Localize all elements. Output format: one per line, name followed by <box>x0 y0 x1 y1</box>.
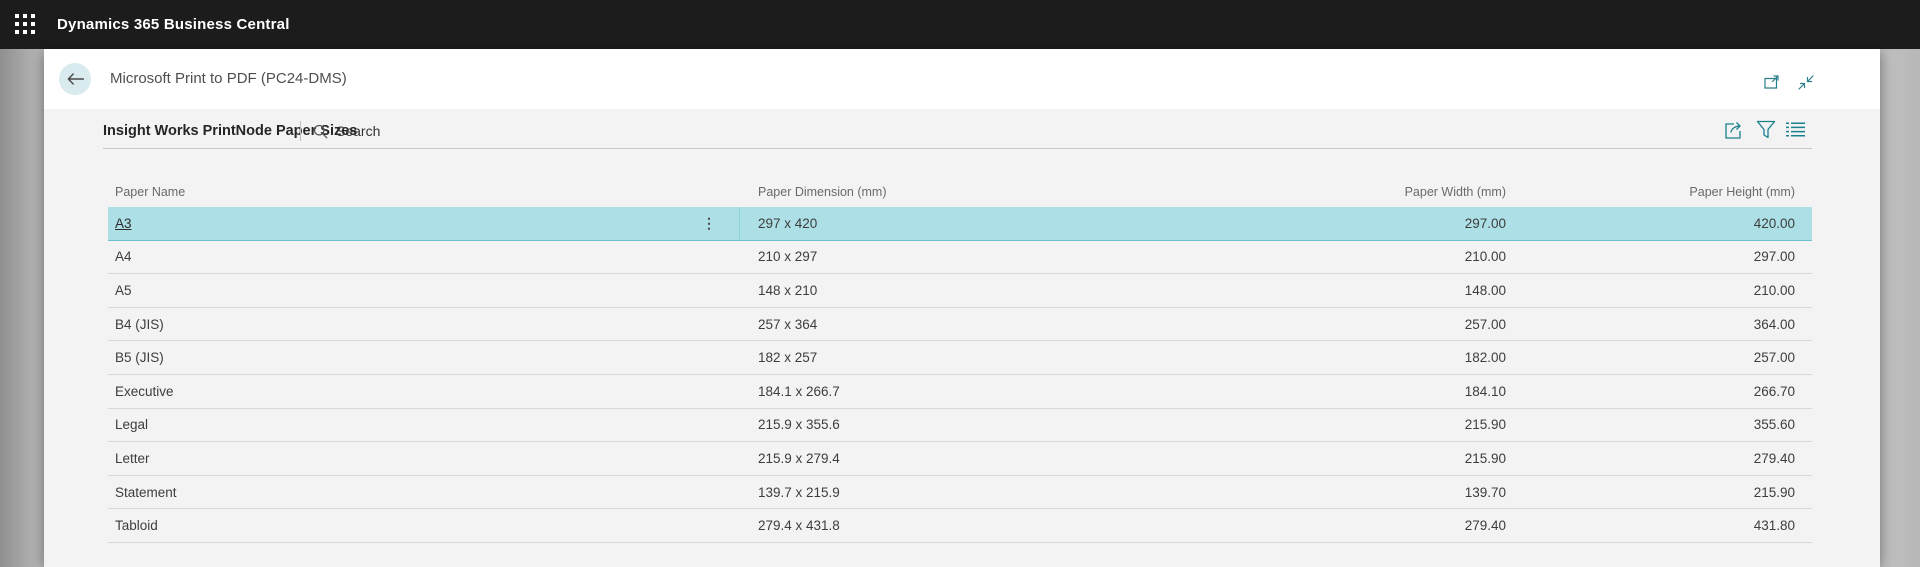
paper-name-cell[interactable]: A5 <box>108 274 740 307</box>
table-row[interactable]: A4 210 x 297 210.00 297.00 <box>108 241 1812 275</box>
paper-height-cell: 210.00 <box>1753 282 1795 298</box>
filter-icon[interactable] <box>1756 120 1776 139</box>
paper-height-cell: 355.60 <box>1753 417 1795 433</box>
toolbar-action-icons <box>1725 120 1805 139</box>
paper-width-cell: 215.90 <box>1464 450 1506 466</box>
paper-height-cell: 420.00 <box>1753 215 1795 231</box>
table-header-row: Paper Name Paper Dimension (mm) Paper Wi… <box>108 149 1812 207</box>
list-toolbar: Insight Works PrintNode Paper Sizes Sear… <box>44 109 1880 149</box>
paper-name-cell[interactable]: Legal <box>108 409 740 442</box>
app-title: Dynamics 365 Business Central <box>57 16 290 33</box>
column-header-paper-name[interactable]: Paper Name <box>115 185 186 199</box>
paper-name-link[interactable]: A5 <box>115 282 132 298</box>
paper-width-cell: 210.00 <box>1464 249 1506 265</box>
paper-dimension-cell: 148 x 210 <box>758 282 818 298</box>
show-list-icon[interactable] <box>1786 121 1805 138</box>
toolbar-divider <box>300 121 301 141</box>
paper-width-cell: 215.90 <box>1464 417 1506 433</box>
search-button[interactable]: Search <box>313 109 380 153</box>
paper-width-cell: 184.10 <box>1464 383 1506 399</box>
paper-width-cell: 139.70 <box>1464 484 1506 500</box>
top-navigation-bar: Dynamics 365 Business Central <box>0 0 1920 49</box>
paper-dimension-cell: 139.7 x 215.9 <box>758 484 840 500</box>
table-row[interactable]: Legal 215.9 x 355.6 215.90 355.60 <box>108 409 1812 443</box>
card-header: Microsoft Print to PDF (PC24-DMS) <box>44 49 1880 109</box>
share-icon[interactable] <box>1725 120 1746 139</box>
paper-name-link[interactable]: A4 <box>115 249 132 265</box>
paper-dimension-cell: 182 x 257 <box>758 350 818 366</box>
paper-sizes-table: Paper Name Paper Dimension (mm) Paper Wi… <box>108 149 1812 543</box>
paper-name-cell[interactable]: Tabloid <box>108 509 740 542</box>
page-title: Microsoft Print to PDF (PC24-DMS) <box>110 70 347 87</box>
table-row[interactable]: Letter 215.9 x 279.4 215.90 279.40 <box>108 442 1812 476</box>
paper-name-cell[interactable]: Executive <box>108 375 740 408</box>
paper-dimension-cell: 215.9 x 279.4 <box>758 450 840 466</box>
paper-dimension-cell: 215.9 x 355.6 <box>758 417 840 433</box>
paper-name-link[interactable]: B5 (JIS) <box>115 350 164 366</box>
table-body: A3 ⋮ 297 x 420 297.00 420.00 A4 210 x 297 210.0… <box>108 207 1812 543</box>
paper-name-cell[interactable]: A4 <box>108 241 740 274</box>
column-header-paper-height[interactable]: Paper Height (mm) <box>1689 185 1795 199</box>
page-card: Microsoft Print to PDF (PC24-DMS) Insigh… <box>44 49 1880 567</box>
paper-name-cell[interactable]: B4 (JIS) <box>108 308 740 341</box>
table-row[interactable]: B5 (JIS) 182 x 257 182.00 257.00 <box>108 341 1812 375</box>
column-header-paper-dimension[interactable]: Paper Dimension (mm) <box>758 185 887 199</box>
paper-name-link[interactable]: Letter <box>115 450 150 466</box>
table-row[interactable]: B4 (JIS) 257 x 364 257.00 364.00 <box>108 308 1812 342</box>
row-actions-ellipsis-icon[interactable]: ⋮ <box>702 215 716 232</box>
back-arrow-icon <box>67 73 84 85</box>
paper-name-link[interactable]: Legal <box>115 417 149 433</box>
paper-width-cell: 297.00 <box>1464 215 1506 231</box>
paper-width-cell: 279.40 <box>1464 518 1506 534</box>
paper-dimension-cell: 210 x 297 <box>758 249 818 265</box>
paper-width-cell: 257.00 <box>1464 316 1506 332</box>
paper-width-cell: 182.00 <box>1464 350 1506 366</box>
paper-height-cell: 257.00 <box>1753 350 1795 366</box>
paper-name-cell[interactable]: A3 ⋮ <box>108 207 740 240</box>
paper-height-cell: 279.40 <box>1753 450 1795 466</box>
table-row[interactable]: A5 148 x 210 148.00 210.00 <box>108 274 1812 308</box>
paper-height-cell: 266.70 <box>1753 383 1795 399</box>
paper-name-cell[interactable]: Letter <box>108 442 740 475</box>
table-row[interactable]: Executive 184.1 x 266.7 184.10 266.70 <box>108 375 1812 409</box>
paper-name-link[interactable]: A3 <box>115 215 132 231</box>
paper-height-cell: 215.90 <box>1753 484 1795 500</box>
paper-name-link[interactable]: Tabloid <box>115 518 158 534</box>
paper-height-cell: 431.80 <box>1753 518 1795 534</box>
table-row[interactable]: Statement 139.7 x 215.9 139.70 215.90 <box>108 476 1812 510</box>
paper-name-link[interactable]: B4 (JIS) <box>115 316 164 332</box>
paper-name-link[interactable]: Statement <box>115 484 177 500</box>
list-part-panel: Insight Works PrintNode Paper Sizes Sear… <box>44 109 1880 567</box>
search-label: Search <box>336 123 381 139</box>
window-controls <box>1764 75 1814 90</box>
paper-dimension-cell: 297 x 420 <box>758 215 818 231</box>
table-row[interactable]: A3 ⋮ 297 x 420 297.00 420.00 <box>108 207 1812 241</box>
list-caption: Insight Works PrintNode Paper Sizes <box>103 123 358 139</box>
paper-dimension-cell: 279.4 x 431.8 <box>758 518 840 534</box>
open-in-new-window-icon[interactable] <box>1764 75 1781 90</box>
toolbar-separator-line <box>103 148 1812 149</box>
paper-dimension-cell: 257 x 364 <box>758 316 818 332</box>
back-button[interactable] <box>59 63 91 95</box>
column-header-paper-width[interactable]: Paper Width (mm) <box>1404 185 1506 199</box>
search-icon <box>313 124 328 138</box>
paper-name-cell[interactable]: B5 (JIS) <box>108 341 740 374</box>
paper-dimension-cell: 184.1 x 266.7 <box>758 383 840 399</box>
paper-height-cell: 297.00 <box>1753 249 1795 265</box>
collapse-view-icon[interactable] <box>1798 75 1814 90</box>
table-row[interactable]: Tabloid 279.4 x 431.8 279.40 431.80 <box>108 509 1812 543</box>
paper-width-cell: 148.00 <box>1464 282 1506 298</box>
paper-name-link[interactable]: Executive <box>115 383 174 399</box>
paper-name-cell[interactable]: Statement <box>108 476 740 509</box>
app-launcher-waffle-icon[interactable] <box>15 14 36 35</box>
paper-height-cell: 364.00 <box>1753 316 1795 332</box>
